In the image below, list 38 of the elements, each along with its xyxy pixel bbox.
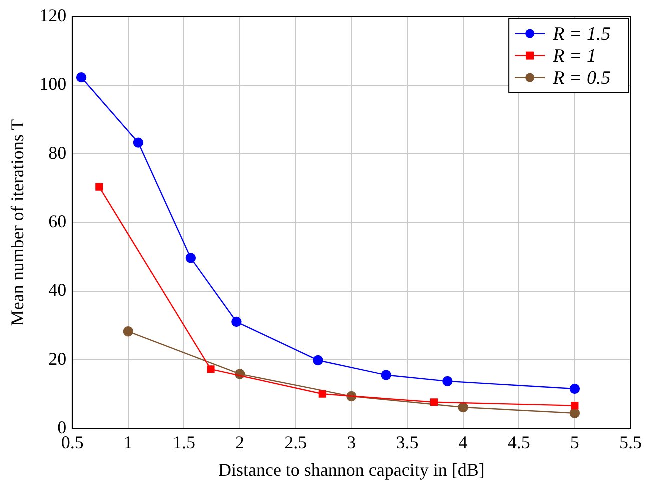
x-tick-label: 3 [347, 432, 356, 452]
y-tick-label: 60 [48, 212, 67, 232]
point [186, 253, 196, 264]
point [381, 370, 392, 380]
x-tick-label: 4.5 [508, 432, 530, 452]
point [76, 72, 87, 83]
y-tick-label: 80 [48, 142, 67, 163]
point [458, 402, 468, 413]
point [570, 384, 580, 394]
point [133, 138, 144, 148]
x-tick-label: 3.5 [396, 432, 419, 452]
x-tick-label: 4 [458, 432, 468, 452]
point [232, 316, 242, 328]
point [318, 390, 326, 398]
x-tick-label: 1 [124, 432, 133, 452]
point [430, 398, 438, 406]
x-tick-label: 2.5 [284, 432, 308, 452]
y-tick-label: 120 [40, 6, 67, 26]
point [442, 376, 453, 387]
point [571, 402, 579, 410]
point [313, 355, 324, 366]
point [207, 366, 215, 374]
x-axis-title: Distance to shannon capacity in [dB] [218, 460, 485, 480]
point [570, 408, 580, 418]
legend-label: R = 1 [552, 46, 597, 67]
y-tick-label: 0 [58, 418, 67, 438]
x-tick-label: 5 [570, 432, 580, 452]
x-tick-label: 5.5 [620, 432, 642, 452]
legend-label: R = 0.5 [552, 68, 611, 89]
x-tick-label: 1.5 [172, 432, 196, 452]
x-tick-label: 2 [236, 432, 245, 452]
point [96, 183, 104, 191]
point [123, 326, 134, 337]
y-axis-title: Mean number of iterations T [8, 119, 28, 326]
legend-label: R = 1.5 [552, 24, 611, 45]
y-tick-label: 100 [40, 74, 67, 94]
y-tick-label: 40 [48, 280, 67, 300]
y-tick-label: 20 [48, 348, 67, 369]
